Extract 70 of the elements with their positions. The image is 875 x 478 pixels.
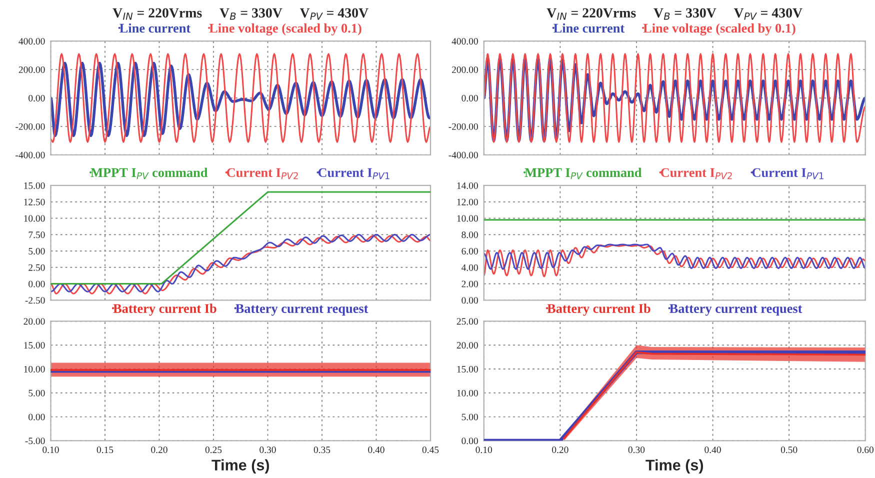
y-tick-label: 8.00 — [462, 232, 478, 238]
y-tick-label: -2.50 — [25, 297, 45, 304]
legend-label: Battery current Ib — [113, 304, 216, 316]
legend-label: Battery current request — [236, 304, 368, 316]
x-tick-label: 0.30 — [260, 446, 276, 454]
legend-label: Line current — [554, 23, 625, 33]
x-tick-label: 0.40 — [704, 446, 721, 454]
y-tick-label: -200.00 — [448, 123, 478, 130]
y-tick-label: 10.00 — [24, 366, 45, 373]
y-tick-label: 2.00 — [462, 280, 478, 288]
y-tick-label: 200.00 — [452, 66, 478, 74]
x-tick-label: 0.10 — [42, 446, 59, 454]
y-tick-label: -200.00 — [16, 123, 45, 130]
y-tick-label: 5.00 — [28, 390, 45, 396]
x-tick-label: 0.10 — [476, 446, 492, 454]
y-tick-label: 14.00 — [457, 182, 478, 189]
x-tick-label: 0.40 — [368, 446, 384, 454]
chart-title: V$_{IN}$ = 220Vrms V$_{B}$ = 330V V$_{PV}$ = 430V — [112, 8, 368, 20]
x-tick-label: 0.60 — [857, 446, 874, 454]
y-tick-label: 4.00 — [461, 264, 478, 271]
y-tick-label: 12.00 — [457, 198, 478, 206]
x-axis-title: Time (s) — [212, 459, 270, 474]
y-tick-label: 0.00 — [462, 297, 478, 304]
x-tick-label: 0.20 — [151, 446, 168, 454]
legend-label: Line current — [120, 23, 191, 33]
legend-label: Current I$_{PV1}$ — [318, 168, 390, 180]
x-tick-label: 0.30 — [628, 446, 645, 454]
y-tick-label: 25.00 — [456, 318, 478, 325]
y-tick-label: 400.00 — [18, 38, 45, 45]
y-tick-label: 5.00 — [28, 248, 45, 255]
x-tick-label: 0.15 — [96, 446, 114, 454]
legend-label: Line voltage (scaled by 0.1) — [643, 23, 796, 36]
y-tick-label: 0.00 — [462, 94, 478, 102]
x-tick-label: 0.20 — [552, 446, 568, 454]
y-tick-label: 0.00 — [462, 438, 478, 444]
legend-label: Current I$_{PV2}$ — [660, 168, 732, 180]
y-tick-label: 10.00 — [24, 215, 45, 222]
y-tick-label: 12.50 — [24, 198, 45, 206]
y-tick-label: 5.00 — [462, 414, 478, 420]
x-tick-label: 0.50 — [780, 446, 798, 454]
legend-label: Current I$_{PV1}$ — [752, 168, 824, 180]
y-tick-label: 400.00 — [452, 38, 478, 45]
x-tick-label: 0.45 — [422, 446, 439, 454]
y-tick-label: -400.00 — [448, 152, 478, 158]
x-axis-title: Time (s) — [646, 459, 704, 474]
y-tick-label: 20.00 — [456, 342, 478, 349]
y-tick-label: -400.00 — [16, 152, 45, 158]
y-tick-label: 0.00 — [28, 94, 45, 102]
y-tick-label: 15.00 — [24, 342, 45, 349]
y-tick-label: 7.50 — [28, 232, 45, 238]
y-tick-label: 15.00 — [24, 182, 45, 189]
legend-label: Line voltage (scaled by 0.1) — [209, 23, 362, 36]
y-tick-label: 0.00 — [28, 414, 45, 420]
y-tick-label: 2.50 — [28, 264, 45, 271]
y-tick-label: 10.00 — [457, 215, 478, 222]
y-tick-label: 15.00 — [457, 366, 478, 373]
y-tick-label: 20.00 — [24, 318, 45, 325]
legend-label: MPPT I$_{PV}$ command — [524, 168, 642, 180]
legend-label: Battery current Ib — [547, 304, 650, 316]
chart-title: V$_{IN}$ = 220Vrms V$_{B}$ = 330V V$_{PV}$ = 430V — [546, 8, 802, 20]
legend-label: Current I$_{PV2}$ — [226, 168, 298, 180]
legend-label: Battery current request — [670, 304, 802, 316]
y-tick-label: 10.00 — [457, 390, 478, 396]
y-tick-label: -5.00 — [25, 438, 45, 444]
y-tick-label: 6.00 — [462, 248, 478, 255]
x-tick-label: 0.35 — [314, 446, 330, 454]
x-tick-label: 0.25 — [205, 446, 222, 454]
legend-label: MPPT I$_{PV}$ command — [90, 168, 208, 180]
y-tick-label: 200.00 — [18, 66, 45, 74]
y-tick-label: 0.00 — [28, 280, 45, 288]
